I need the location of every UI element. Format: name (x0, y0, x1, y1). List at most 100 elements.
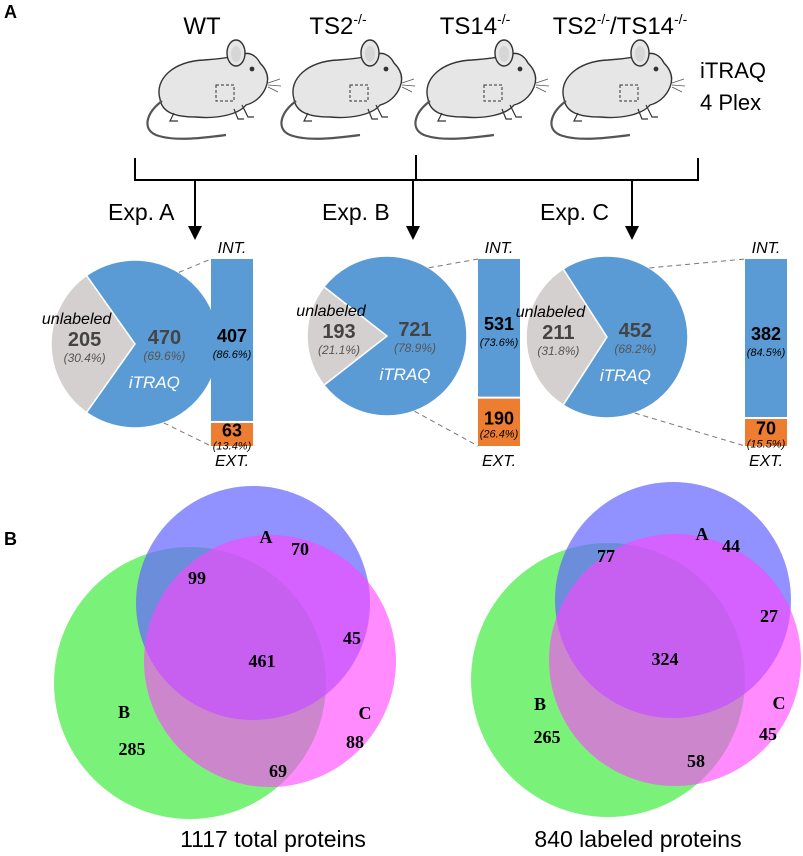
exp-b-int-value: 531 (484, 314, 514, 334)
exp-c-int-value: 382 (751, 324, 781, 344)
exp-b-itraq-value: 721 (398, 319, 431, 341)
exp-b-int-label: INT. (485, 240, 514, 257)
venn-labeled-set-c: C (773, 693, 786, 713)
exp-c-ext-label: EXT. (749, 453, 783, 470)
exp-c-unlabeled-label: unlabeled (516, 304, 587, 321)
mouse-label-ts14: TS14-/- (440, 11, 511, 40)
exp-b-ext-pct: (26.4%) (480, 428, 519, 440)
panel-a-label: A (4, 2, 17, 22)
venn-labeled-set-b: B (534, 694, 546, 714)
exp-c-ext-value: 70 (756, 419, 776, 439)
pie-charts: INT.EXT.407(86.6%)63(13.4%)unlabeled205(… (42, 240, 787, 470)
exp-a-connector-bottom (163, 422, 212, 447)
exp-a-unlabeled-pct: (30.4%) (64, 351, 106, 365)
venn-labeled-abc: 324 (652, 649, 679, 669)
venn-labeled-ab: 77 (597, 546, 615, 566)
exp-b-connector-bottom (414, 410, 479, 447)
mouse-icon-ts14 (414, 38, 551, 140)
venn-total-set-a: A (260, 527, 273, 547)
venn-labeled: A 44 77 27 324 B 265 C 45 58 840 labeled… (471, 482, 801, 852)
venn-labeled-b-only: 265 (534, 727, 561, 747)
venn-labeled-bc: 58 (687, 751, 705, 771)
exp-c-pie-slice-itraq (562, 255, 689, 419)
itraq-plex-label-line1: iTRAQ (700, 58, 766, 83)
exp-b-bar-ext (478, 398, 520, 446)
mouse-label-ts2: TS2-/- (309, 11, 367, 40)
exp-c-connector-bottom (634, 412, 746, 447)
mouse-label-wt: WT (183, 13, 221, 40)
itraq-plex-label-line2: 4 Plex (700, 90, 761, 115)
exp-a-bar-int (211, 259, 253, 421)
venn-total-a-only: 70 (291, 539, 309, 559)
exp-c-pie-slice-unlabeled (525, 267, 608, 407)
exp-c-int-label: INT. (752, 240, 781, 257)
exp-b-pie-slice-unlabeled (306, 285, 389, 387)
exp-a-unlabeled-label: unlabeled (42, 311, 113, 328)
venn-total-ab: 99 (188, 568, 206, 588)
venn-total: A 70 99 45 461 B 285 C 88 69 1117 total … (54, 486, 396, 852)
venn-total-set-b: B (118, 702, 130, 722)
exp-a-itraq-value: 470 (148, 327, 181, 349)
mouse-icon-ts2 (280, 38, 417, 140)
exp-a-ext-label: EXT. (215, 453, 249, 470)
arrow-head-exp-b (406, 226, 420, 240)
venn-total-ac: 45 (343, 628, 361, 648)
venn-total-set-c: C (359, 703, 372, 723)
venn-total-caption: 1117 total proteins (180, 826, 366, 852)
experiment-bracket (134, 155, 699, 228)
venn-total-circle-c (144, 535, 396, 787)
mouse-label-ts2-ts14: TS2-/-/TS14-/- (553, 11, 688, 40)
exp-b-itraq-label: iTRAQ (380, 365, 431, 384)
venn-labeled-circle-c (549, 534, 801, 786)
exp-c-itraq-pct: (68.2%) (614, 342, 656, 356)
exp-a-int-label: INT. (218, 240, 247, 257)
arrow-head-exp-c (625, 226, 639, 240)
exp-a-int-value: 407 (217, 326, 247, 346)
panel-b-label: B (4, 529, 17, 549)
exp-c-unlabeled-pct: (31.8%) (537, 344, 579, 358)
exp-a-ext-value: 63 (222, 420, 242, 440)
venn-labeled-ac: 27 (760, 606, 778, 626)
mouse-icon-ts2-ts14 (550, 38, 687, 140)
venn-labeled-a-only: 44 (722, 536, 740, 556)
exp-c-itraq-label: iTRAQ (600, 366, 651, 385)
exp-c-int-pct: (84.5%) (747, 347, 786, 359)
mouse-icon-wt (146, 38, 283, 140)
exp-a-unlabeled-value: 205 (68, 329, 101, 351)
venn-labeled-set-a: A (696, 524, 709, 544)
exp-a-itraq-pct: (69.6%) (143, 349, 185, 363)
exp-c-label: Exp. C (540, 199, 609, 225)
exp-a-int-pct: (86.6%) (213, 349, 252, 361)
venn-total-abc: 461 (249, 651, 276, 671)
exp-b-label: Exp. B (322, 199, 390, 225)
exp-a-ext-pct: (13.4%) (213, 440, 252, 452)
venn-total-b-only: 285 (119, 739, 146, 759)
exp-a-pie-slice-unlabeled (50, 274, 136, 414)
exp-c-bar-int (745, 259, 787, 418)
exp-c-unlabeled-value: 211 (542, 322, 574, 344)
exp-b-ext-value: 190 (484, 408, 514, 428)
venn-labeled-caption: 840 labeled proteins (534, 826, 741, 852)
venn-total-bc: 69 (269, 761, 287, 781)
exp-a-itraq-label: iTRAQ (129, 373, 180, 392)
exp-a-connector-top (178, 258, 212, 273)
exp-b-itraq-pct: (78.9%) (394, 341, 436, 355)
exp-c-ext-pct: (15.5%) (747, 439, 786, 451)
exp-b-connector-top (428, 258, 479, 269)
venn-labeled-c-only: 45 (759, 724, 777, 744)
exp-b-pie-slice-itraq (322, 255, 468, 417)
venn-total-c-only: 88 (346, 732, 364, 752)
exp-b-ext-label: EXT. (482, 453, 516, 470)
exp-c-bar-ext (745, 419, 787, 446)
exp-c-connector-top (649, 258, 746, 269)
exp-b-unlabeled-label: unlabeled (296, 303, 367, 320)
exp-c-itraq-value: 452 (619, 320, 652, 342)
exp-a-bar-ext (211, 422, 253, 446)
exp-b-unlabeled-pct: (21.1%) (318, 343, 360, 357)
exp-a-label: Exp. A (108, 199, 175, 225)
exp-b-int-pct: (73.6%) (480, 337, 519, 349)
arrow-head-exp-a (188, 226, 202, 240)
exp-b-unlabeled-value: 193 (322, 321, 355, 343)
exp-b-bar-int (478, 259, 520, 397)
